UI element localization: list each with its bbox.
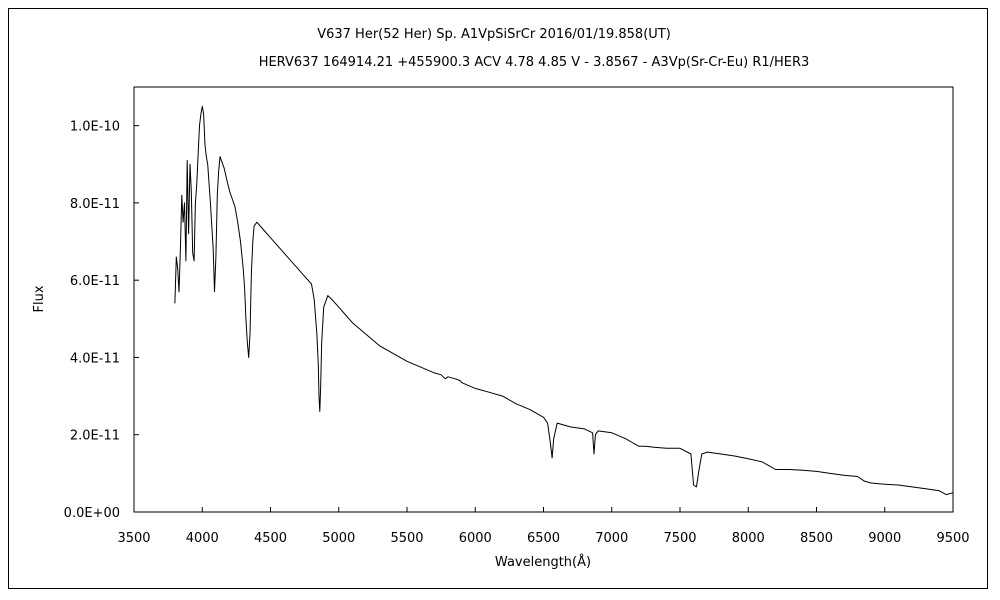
x-tick-label: 8500 (800, 531, 833, 546)
x-tick-label: 4500 (254, 531, 287, 546)
y-tick-label: 1.0E-10 (70, 120, 120, 135)
plot-area (133, 86, 954, 513)
x-axis: 3500 4000 4500 5000 5500 6000 6500 7000 7500 8000… (117, 507, 970, 546)
y-tick-label: 6.0E-11 (70, 274, 120, 289)
chart-frame (8, 8, 988, 589)
x-tick-label: 5500 (390, 531, 423, 546)
x-tick-label: 6000 (459, 531, 492, 546)
y-tick-label: 8.0E-11 (70, 197, 120, 212)
y-tick-label: 2.0E-11 (70, 429, 120, 444)
y-axis-label: Flux (32, 285, 47, 312)
chart-subtitle: HERV637 164914.21 +455900.3 ACV 4.78 4.8… (259, 55, 810, 70)
spectrum-series-line (174, 105, 954, 496)
x-axis-label: Wavelength(Å) (495, 554, 591, 570)
y-axis: 0.0E+00 2.0E-11 4.0E-11 6.0E-11 8.0E-11 1.0E-… (64, 120, 139, 521)
x-tick-label: 9000 (868, 531, 901, 546)
x-tick-label: 7500 (663, 531, 696, 546)
x-tick-label: 6500 (527, 531, 560, 546)
y-tick-label: 4.0E-11 (70, 351, 120, 366)
x-tick-label: 9500 (936, 531, 969, 546)
chart-title: V637 Her(52 Her) Sp. A1VpSiSrCr 2016/01/… (317, 27, 671, 42)
x-tick-label: 4000 (186, 531, 219, 546)
y-tick-label: 0.0E+00 (64, 506, 120, 521)
x-tick-label: 7000 (595, 531, 628, 546)
x-tick-label: 8000 (732, 531, 765, 546)
x-tick-label: 3500 (117, 531, 150, 546)
series-group (174, 105, 954, 496)
x-tick-label: 5000 (322, 531, 355, 546)
